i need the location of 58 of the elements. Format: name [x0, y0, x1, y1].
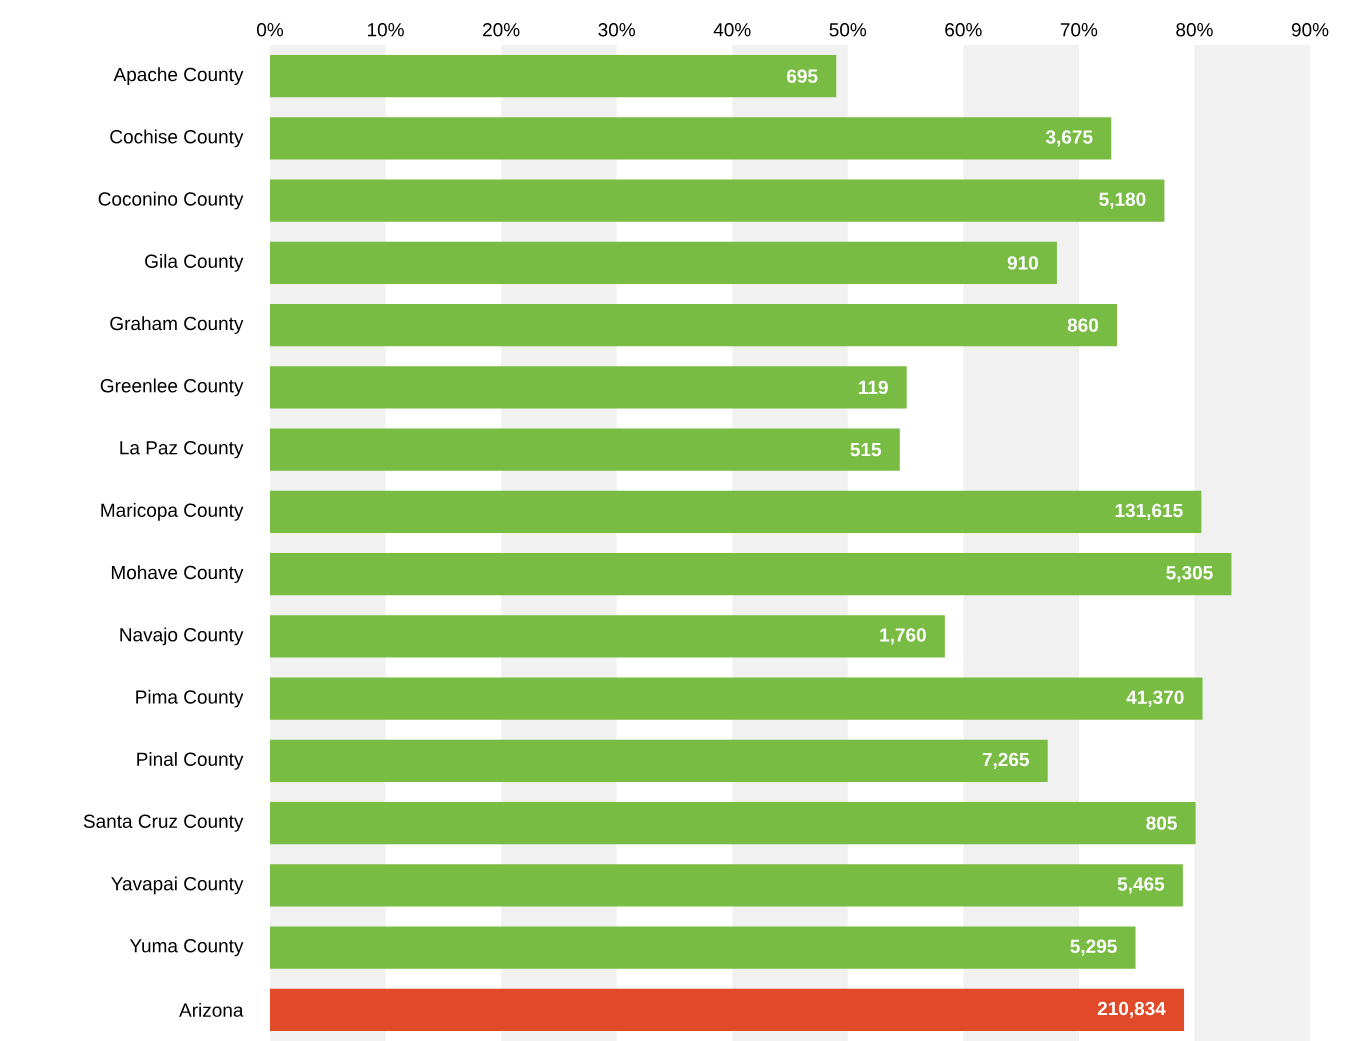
y-tick-label: Pima County: [136, 689, 244, 708]
bar: [270, 988, 1185, 1032]
bar: [270, 54, 837, 98]
bar: [270, 615, 945, 658]
bar: [270, 117, 1112, 160]
y-tick-label: Greenlee County: [100, 378, 244, 397]
y-tick-label: Graham County: [110, 316, 244, 334]
annotation: 119: [859, 380, 888, 395]
y-tick-label: Apache County: [113, 67, 244, 85]
x-tick-label: 40%: [713, 23, 751, 37]
bar: [270, 926, 1136, 969]
x-tick-label: 0%: [257, 23, 284, 37]
y-tick-label: Pinal County: [137, 752, 244, 770]
y-tick-label: Yuma County: [129, 939, 244, 957]
y-tick-label: Santa Cruz County: [83, 814, 244, 832]
y-tick-label: Maricopa County: [101, 503, 244, 521]
x-tick-label: 70%: [1060, 23, 1098, 37]
bar: [270, 366, 907, 409]
y-tick-label: Mohave County: [111, 565, 244, 583]
y-tick-label: Navajo County: [120, 627, 244, 646]
bar: [270, 864, 1183, 907]
x-tick-label: 30%: [598, 23, 635, 37]
x-tick-label: 20%: [483, 23, 520, 37]
bar: [270, 241, 1057, 285]
y-tick-label: Gila County: [145, 254, 244, 272]
annotation: 5,295: [1070, 939, 1117, 956]
bar: [270, 490, 1202, 534]
annotation: 910: [1007, 256, 1038, 270]
x-tick-label: 80%: [1176, 23, 1213, 37]
x-tick-label: 50%: [829, 23, 867, 37]
bar: [270, 739, 1048, 783]
bar: [270, 303, 1118, 347]
annotation: 41,370: [1126, 690, 1184, 707]
y-tick-label: Yavapai County: [111, 876, 244, 895]
annotation: 5,465: [1117, 877, 1165, 894]
x-tick-label: 60%: [945, 23, 982, 37]
y-tick-label: Cochise County: [110, 129, 244, 148]
annotation: 5,305: [1166, 566, 1213, 583]
annotation: 3,675: [1045, 130, 1093, 147]
annotation: 860: [1067, 318, 1099, 332]
y-tick-label: Coconino County: [98, 191, 244, 210]
bar: [270, 428, 900, 471]
annotation: 1,760: [880, 628, 926, 645]
annotation: 515: [850, 443, 882, 457]
x-tick-label: 10%: [367, 23, 404, 37]
y-tick-label: Arizona: [179, 1002, 244, 1017]
x-tick-label: 90%: [1291, 23, 1329, 37]
annotation: 805: [1146, 816, 1177, 830]
bar: [270, 801, 1196, 845]
bar: [270, 677, 1203, 720]
annotation: 5,180: [1099, 192, 1146, 209]
bar: [270, 552, 1232, 596]
annotation: 7,265: [982, 752, 1029, 769]
annotation: 695: [787, 69, 818, 83]
y-tick-label: La Paz County: [120, 441, 244, 459]
bar: [270, 179, 1165, 222]
annotation: 131,615: [1115, 503, 1183, 520]
annotation: 210,834: [1097, 1001, 1166, 1018]
